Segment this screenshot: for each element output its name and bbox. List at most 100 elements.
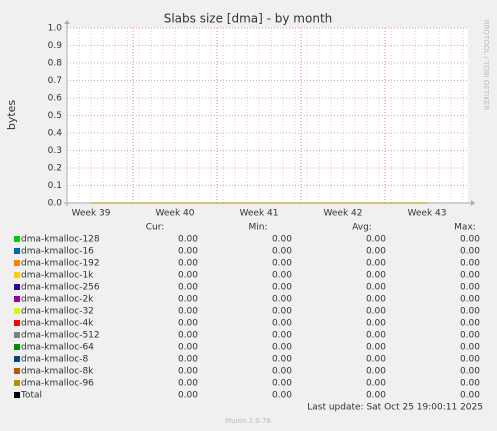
legend-column: Max: [454,223,476,233]
legend-value: 0.00 [178,379,198,389]
legend-value: 0.00 [178,235,198,245]
legend-value: 0.00 [460,271,480,281]
y-tick-label: 0.4 [48,129,63,139]
legend-entry: dma-kmalloc-512 [21,331,100,341]
legend-value: 0.00 [366,271,386,281]
axis-arrow [471,200,475,206]
legend-value: 0.00 [460,379,480,389]
legend-entry: dma-kmalloc-16 [21,247,94,257]
x-tick-label: Week 42 [324,209,363,219]
legend-value: 0.00 [366,259,386,269]
side-text: RRDTOOL / TOBI OETIKER [482,20,490,110]
legend-value: 0.00 [366,283,386,293]
legend-value: 0.00 [178,271,198,281]
legend-value: 0.00 [272,355,292,365]
y-axis-label: bytes [5,100,18,131]
legend-column: Cur: [146,223,165,233]
legend-swatch [14,344,20,350]
legend-value: 0.00 [460,319,480,329]
legend-entry: dma-kmalloc-96 [21,379,94,389]
legend-value: 0.00 [272,295,292,305]
legend-value: 0.00 [178,343,198,353]
legend-value: 0.00 [366,235,386,245]
legend-entry: dma-kmalloc-8 [21,355,88,365]
legend-value: 0.00 [460,283,480,293]
legend-entry: dma-kmalloc-1k [21,271,94,281]
legend-value: 0.00 [178,247,198,257]
legend-value: 0.00 [272,235,292,245]
legend-value: 0.00 [366,295,386,305]
legend-swatch [14,236,20,242]
legend-swatch [14,272,20,278]
legend-value: 0.00 [178,307,198,317]
legend-swatch [14,392,20,398]
legend-value: 0.00 [272,379,292,389]
legend-value: 0.00 [366,355,386,365]
legend-column: Avg: [352,223,372,233]
legend-entry: dma-kmalloc-8k [21,367,94,377]
legend-swatch [14,308,20,314]
legend-swatch [14,296,20,302]
last-update: Last update: Sat Oct 25 19:00:11 2025 [307,403,483,413]
legend-value: 0.00 [178,331,198,341]
legend-value: 0.00 [272,319,292,329]
legend-value: 0.00 [272,259,292,269]
legend-value: 0.00 [366,367,386,377]
legend-value: 0.00 [272,247,292,257]
legend-value: 0.00 [178,319,198,329]
legend-value: 0.00 [460,391,480,401]
legend-value: 0.00 [272,283,292,293]
legend-swatch [14,248,20,254]
legend-entry: dma-kmalloc-64 [21,343,94,353]
legend-swatch [14,320,20,326]
y-tick-label: 0.7 [48,76,62,86]
legend-entry: Total [20,391,42,401]
legend-value: 0.00 [272,367,292,377]
y-tick-label: 0.0 [48,199,63,209]
legend-value: 0.00 [460,367,480,377]
legend-value: 0.00 [460,235,480,245]
legend-value: 0.00 [460,295,480,305]
x-tick-label: Week 41 [240,209,279,219]
legend-value: 0.00 [366,307,386,317]
legend-value: 0.00 [366,319,386,329]
legend-entry: dma-kmalloc-32 [21,307,94,317]
legend-swatch [14,380,20,386]
y-tick-label: 1.0 [48,24,63,34]
footer: Munin 2.0.76 [225,417,271,425]
x-tick-label: Week 40 [156,209,195,219]
legend-entry: dma-kmalloc-256 [21,283,100,293]
legend-value: 0.00 [366,391,386,401]
legend-value: 0.00 [366,331,386,341]
legend-value: 0.00 [272,343,292,353]
y-tick-label: 0.5 [48,111,62,121]
legend-value: 0.00 [178,367,198,377]
y-tick-label: 0.2 [48,164,62,174]
legend-value: 0.00 [460,331,480,341]
x-tick-label: Week 43 [408,209,447,219]
legend-entry: dma-kmalloc-4k [21,319,94,329]
legend-value: 0.00 [272,391,292,401]
legend-value: 0.00 [272,307,292,317]
legend-value: 0.00 [460,355,480,365]
legend-value: 0.00 [178,259,198,269]
legend-value: 0.00 [178,391,198,401]
legend-swatch [14,368,20,374]
legend-entry: dma-kmalloc-2k [21,295,94,305]
legend-value: 0.00 [460,307,480,317]
legend-swatch [14,260,20,266]
legend-swatch [14,284,20,290]
legend-swatch [14,332,20,338]
legend-value: 0.00 [178,283,198,293]
y-tick-label: 0.8 [48,59,63,69]
legend-swatch [14,356,20,362]
legend-value: 0.00 [366,379,386,389]
legend-value: 0.00 [366,247,386,257]
legend-value: 0.00 [460,247,480,257]
legend-column: Min: [248,223,267,233]
axis-arrow [64,20,70,24]
legend-value: 0.00 [272,331,292,341]
y-tick-label: 0.9 [48,41,63,51]
legend-value: 0.00 [460,343,480,353]
